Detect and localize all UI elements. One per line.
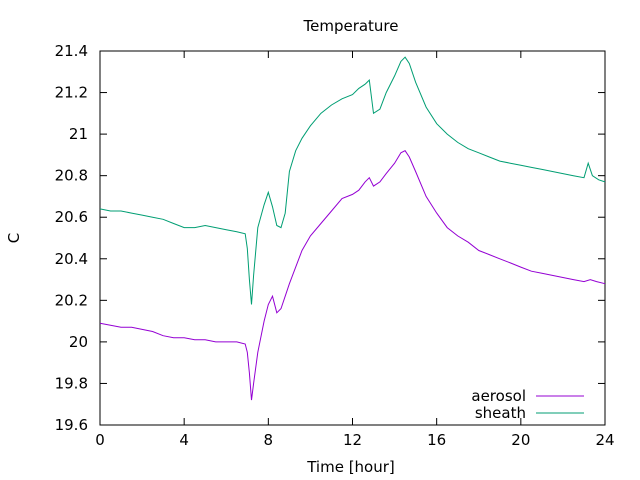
x-tick-label: 4 [179,431,189,449]
y-tick-label: 20 [69,333,88,351]
x-tick-label: 16 [427,431,446,449]
plot-area [99,50,606,426]
y-tick-label: 19.6 [55,416,88,434]
legend-label-sheath: sheath [475,404,526,422]
data-series [99,56,606,401]
axis-ticks: 0 4 8 12 16 20 24 19.6 19.8 20 20.2 20.4 20.6 20.8 21 2… [55,42,615,449]
x-tick-label: 20 [511,431,530,449]
chart-title: Temperature [302,17,398,35]
y-tick-label: 20.8 [55,167,88,185]
series-line-sheath [99,56,606,305]
y-tick-label: 20.2 [55,291,88,309]
y-tick-label: 20.6 [55,208,88,226]
y-axis-label: C [5,233,23,243]
y-tick-label: 21.2 [55,84,88,102]
series-line-aerosol [99,150,606,401]
y-tick-label: 19.8 [55,374,88,392]
legend-label-aerosol: aerosol [471,387,526,405]
y-tick-label: 21.4 [55,42,88,60]
y-tick-label: 21 [69,125,88,143]
x-tick-label: 12 [343,431,362,449]
x-tick-label: 24 [595,431,614,449]
x-axis-label: Time [hour] [306,458,395,476]
y-tick-label: 20.4 [55,250,88,268]
plot-frame [99,50,606,426]
x-tick-label: 8 [264,431,274,449]
x-tick-label: 0 [95,431,105,449]
